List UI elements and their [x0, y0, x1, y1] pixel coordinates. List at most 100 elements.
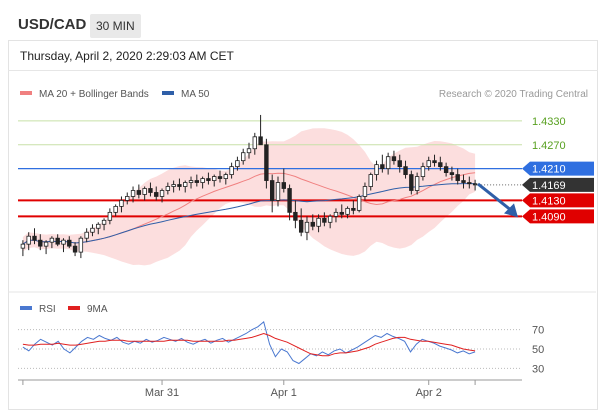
x-tick-label: Apr 1: [271, 387, 297, 399]
candle-body: [84, 231, 89, 239]
candle: [107, 208, 113, 225]
candle: [414, 172, 420, 195]
candle-body: [391, 156, 397, 162]
candle-body: [438, 162, 443, 168]
level-tag: [522, 193, 594, 208]
candle: [461, 174, 466, 189]
candle: [223, 172, 229, 185]
candle: [217, 170, 223, 183]
bollinger-band: [22, 128, 476, 266]
candle: [43, 240, 49, 255]
candle-body: [409, 174, 414, 191]
divider: [8, 70, 598, 71]
candle-body: [333, 211, 339, 217]
candle-body: [26, 235, 31, 245]
rsi-ma9-line: [22, 332, 476, 357]
rsi-legend-label: RSI: [39, 304, 56, 315]
candle: [327, 214, 333, 229]
candle: [90, 224, 95, 237]
candle: [368, 172, 373, 191]
price-panel: 1.4330 1.4270 1.4210 1.4130 1.4090 1.4169: [8, 114, 596, 293]
candle-body: [67, 239, 72, 247]
timeframe-button[interactable]: 30 MIN: [90, 14, 141, 38]
candle: [264, 138, 269, 189]
level-tag: [522, 161, 594, 176]
candle-body: [96, 223, 101, 229]
x-tick-label: Apr 2: [416, 387, 442, 399]
candle-body: [304, 221, 310, 233]
candle-body: [252, 136, 257, 150]
level-tag: [522, 209, 594, 224]
candle: [194, 174, 200, 187]
candle-body: [362, 186, 368, 197]
copyright-text: Research © 2020 Trading Central: [439, 89, 588, 100]
rsi-panel: RSI 9MA 70 50 30: [18, 304, 544, 375]
candle-body: [229, 166, 234, 175]
candle: [113, 204, 118, 217]
candle: [241, 148, 246, 165]
rsi-level-label: 30: [532, 363, 544, 375]
candle: [339, 204, 344, 219]
candle-body: [264, 144, 269, 181]
rsi-level-label: 70: [532, 325, 544, 337]
candle: [188, 176, 194, 189]
candle-body: [32, 235, 37, 241]
candle-body: [165, 186, 171, 191]
candle: [72, 242, 78, 257]
candle: [26, 232, 31, 251]
candle-body: [194, 180, 200, 183]
candle-body: [345, 207, 350, 215]
candle-body: [316, 217, 321, 227]
candle-body: [467, 182, 472, 185]
candle-body: [374, 164, 379, 175]
candle: [438, 156, 443, 171]
candle-body: [235, 160, 240, 168]
candle: [345, 206, 350, 219]
candle-body: [356, 196, 362, 211]
candle: [449, 166, 455, 181]
candle: [443, 162, 449, 177]
report-datetime: Thursday, April 2, 2020 2:29:03 AM CET: [20, 49, 234, 63]
candle-body: [322, 217, 327, 223]
candle: [96, 222, 101, 235]
candle-body: [55, 237, 60, 245]
rsi-line: [22, 321, 476, 365]
candle: [246, 142, 252, 159]
candle-body: [101, 219, 107, 225]
candle: [374, 160, 379, 181]
candle-body: [49, 237, 55, 243]
candle: [32, 228, 37, 245]
candle: [258, 114, 263, 146]
candle-body: [20, 243, 26, 249]
candle: [380, 154, 385, 173]
candle: [212, 174, 217, 187]
x-tick-label: Mar 31: [145, 387, 179, 399]
candle: [385, 152, 391, 175]
candle: [177, 178, 182, 191]
candle: [409, 170, 414, 195]
candle-body: [212, 176, 217, 181]
candle: [455, 168, 460, 185]
candle-body: [310, 221, 315, 227]
rsi-level-label: 50: [532, 344, 544, 356]
rsi-legend-swatch: [68, 306, 80, 310]
candle-body: [403, 166, 408, 175]
level-label: 1.4090: [532, 211, 566, 223]
candle-body: [38, 239, 43, 247]
candle-body: [130, 190, 136, 197]
candle: [49, 236, 55, 249]
candle-body: [61, 239, 66, 245]
legend-swatch: [20, 91, 32, 95]
last-price-tag: [522, 177, 594, 192]
candle: [165, 182, 171, 195]
candle: [397, 154, 402, 173]
candle-body: [78, 237, 84, 253]
candle: [432, 154, 437, 167]
candle-body: [142, 188, 147, 195]
candle: [78, 236, 84, 259]
rsi-legend-label: 9MA: [87, 304, 108, 315]
ma50-line: [22, 183, 476, 245]
candle-body: [461, 180, 466, 183]
candle: [391, 150, 397, 165]
